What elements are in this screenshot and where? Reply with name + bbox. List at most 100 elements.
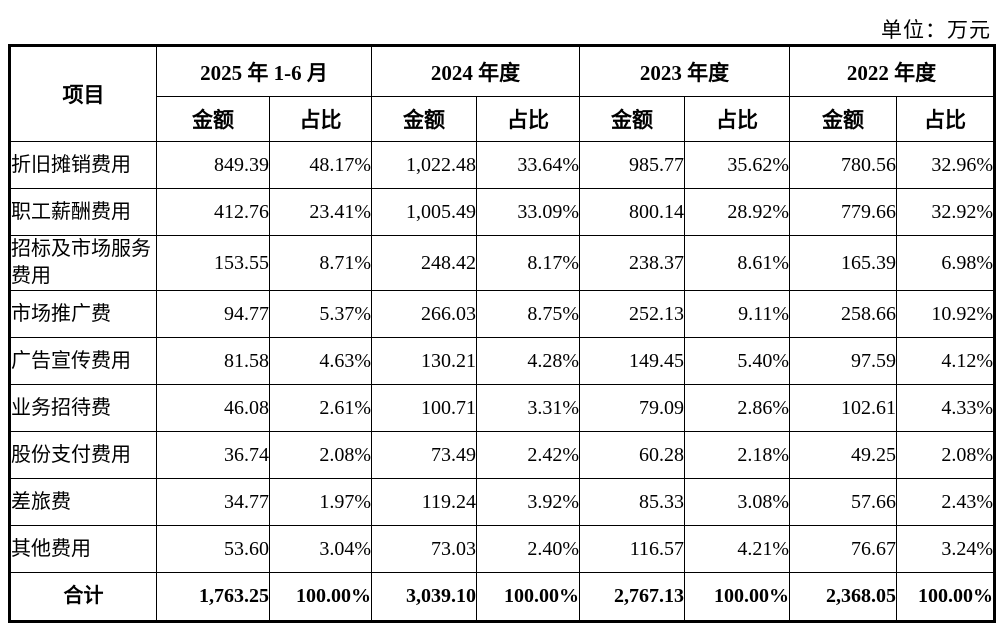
cell-amount: 258.66 [789, 290, 897, 338]
cell-ratio: 3.04% [269, 525, 372, 573]
cell-amount: 779.66 [789, 188, 897, 236]
cell-ratio: 2.86% [684, 384, 790, 432]
table-row: 职工薪酬费用 412.76 23.41% 1,005.49 33.09% 800.14 28… [9, 188, 995, 236]
row-label: 市场推广费 [9, 290, 157, 338]
row-label: 差旅费 [9, 478, 157, 526]
cell-amount: 165.39 [789, 235, 897, 291]
table-row: 招标及市场服务费用 153.55 8.71% 248.42 8.17% 238.37 8.6… [9, 235, 995, 291]
cell-ratio: 2.40% [476, 525, 580, 573]
cell-amount: 60.28 [579, 431, 685, 479]
cell-ratio: 33.64% [476, 141, 580, 189]
cell-amount: 97.59 [789, 337, 897, 385]
table-row: 折旧摊销费用 849.39 48.17% 1,022.48 33.64% 985.77 35… [9, 141, 995, 189]
header-amount: 金额 [789, 96, 897, 142]
header-amount: 金额 [371, 96, 477, 142]
total-row: 合计 1,763.25 100.00% 3,039.10 100.00% 2,767.13… [9, 572, 995, 622]
cell-ratio: 100.00% [684, 572, 790, 622]
cell-amount: 116.57 [579, 525, 685, 573]
cell-ratio: 3.08% [684, 478, 790, 526]
expense-table: 项目 2025 年 1-6 月 2024 年度 2023 年度 2022 年度 … [8, 44, 996, 623]
cell-amount: 1,022.48 [371, 141, 477, 189]
cell-ratio: 32.92% [896, 188, 995, 236]
cell-ratio: 48.17% [269, 141, 372, 189]
header-amount: 金额 [156, 96, 270, 142]
cell-amount: 3,039.10 [371, 572, 477, 622]
cell-ratio: 8.61% [684, 235, 790, 291]
cell-amount: 780.56 [789, 141, 897, 189]
header-ratio: 占比 [684, 96, 790, 142]
row-label: 业务招待费 [9, 384, 157, 432]
cell-amount: 81.58 [156, 337, 270, 385]
cell-ratio: 5.40% [684, 337, 790, 385]
cell-ratio: 6.98% [896, 235, 995, 291]
cell-amount: 238.37 [579, 235, 685, 291]
cell-amount: 100.71 [371, 384, 477, 432]
cell-amount: 36.74 [156, 431, 270, 479]
cell-amount: 153.55 [156, 235, 270, 291]
header-period-2022: 2022 年度 [789, 45, 995, 97]
header-sub-row: 金额 占比 金额 占比 金额 占比 金额 占比 [10, 96, 995, 142]
cell-amount: 1,005.49 [371, 188, 477, 236]
cell-amount: 73.03 [371, 525, 477, 573]
cell-ratio: 2.61% [269, 384, 372, 432]
cell-amount: 119.24 [371, 478, 477, 526]
row-label: 广告宣传费用 [9, 337, 157, 385]
header-period-2025: 2025 年 1-6 月 [156, 45, 372, 97]
cell-ratio: 33.09% [476, 188, 580, 236]
header-ratio: 占比 [269, 96, 372, 142]
cell-ratio: 2.18% [684, 431, 790, 479]
row-label: 职工薪酬费用 [9, 188, 157, 236]
cell-ratio: 100.00% [476, 572, 580, 622]
table-header: 项目 2025 年 1-6 月 2024 年度 2023 年度 2022 年度 … [9, 45, 995, 142]
row-label: 招标及市场服务费用 [9, 235, 157, 291]
cell-amount: 102.61 [789, 384, 897, 432]
cell-ratio: 8.75% [476, 290, 580, 338]
header-item: 项目 [9, 45, 157, 142]
table-row: 其他费用 53.60 3.04% 73.03 2.40% 116.57 4.21% 76.67… [9, 525, 995, 573]
cell-amount: 34.77 [156, 478, 270, 526]
cell-ratio: 100.00% [269, 572, 372, 622]
cell-amount: 412.76 [156, 188, 270, 236]
cell-ratio: 4.12% [896, 337, 995, 385]
cell-ratio: 2.08% [896, 431, 995, 479]
cell-amount: 800.14 [579, 188, 685, 236]
table-body: 折旧摊销费用 849.39 48.17% 1,022.48 33.64% 985.77 35… [9, 141, 995, 622]
cell-ratio: 4.28% [476, 337, 580, 385]
row-label: 折旧摊销费用 [9, 141, 157, 189]
table-row: 业务招待费 46.08 2.61% 100.71 3.31% 79.09 2.86% 102.… [9, 384, 995, 432]
cell-amount: 76.67 [789, 525, 897, 573]
cell-ratio: 3.31% [476, 384, 580, 432]
cell-amount: 252.13 [579, 290, 685, 338]
row-label: 其他费用 [9, 525, 157, 573]
cell-ratio: 1.97% [269, 478, 372, 526]
table-row: 市场推广费 94.77 5.37% 266.03 8.75% 252.13 9.11% 258… [9, 290, 995, 338]
cell-amount: 57.66 [789, 478, 897, 526]
header-period-2023: 2023 年度 [579, 45, 790, 97]
cell-amount: 73.49 [371, 431, 477, 479]
cell-ratio: 28.92% [684, 188, 790, 236]
cell-amount: 46.08 [156, 384, 270, 432]
cell-ratio: 3.92% [476, 478, 580, 526]
row-label: 合计 [9, 572, 157, 622]
unit-label: 单位：万元 [881, 18, 991, 42]
cell-ratio: 35.62% [684, 141, 790, 189]
cell-ratio: 2.42% [476, 431, 580, 479]
cell-ratio: 4.63% [269, 337, 372, 385]
cell-amount: 85.33 [579, 478, 685, 526]
header-amount: 金额 [579, 96, 685, 142]
cell-ratio: 4.33% [896, 384, 995, 432]
cell-ratio: 32.96% [896, 141, 995, 189]
cell-amount: 985.77 [579, 141, 685, 189]
cell-ratio: 9.11% [684, 290, 790, 338]
header-period-2024: 2024 年度 [371, 45, 580, 97]
cell-ratio: 5.37% [269, 290, 372, 338]
table-row: 差旅费 34.77 1.97% 119.24 3.92% 85.33 3.08% 57.66 2… [9, 478, 995, 526]
row-label: 股份支付费用 [9, 431, 157, 479]
cell-amount: 53.60 [156, 525, 270, 573]
cell-amount: 2,767.13 [579, 572, 685, 622]
cell-ratio: 100.00% [896, 572, 995, 622]
cell-amount: 49.25 [789, 431, 897, 479]
cell-amount: 1,763.25 [156, 572, 270, 622]
cell-ratio: 10.92% [896, 290, 995, 338]
cell-amount: 266.03 [371, 290, 477, 338]
